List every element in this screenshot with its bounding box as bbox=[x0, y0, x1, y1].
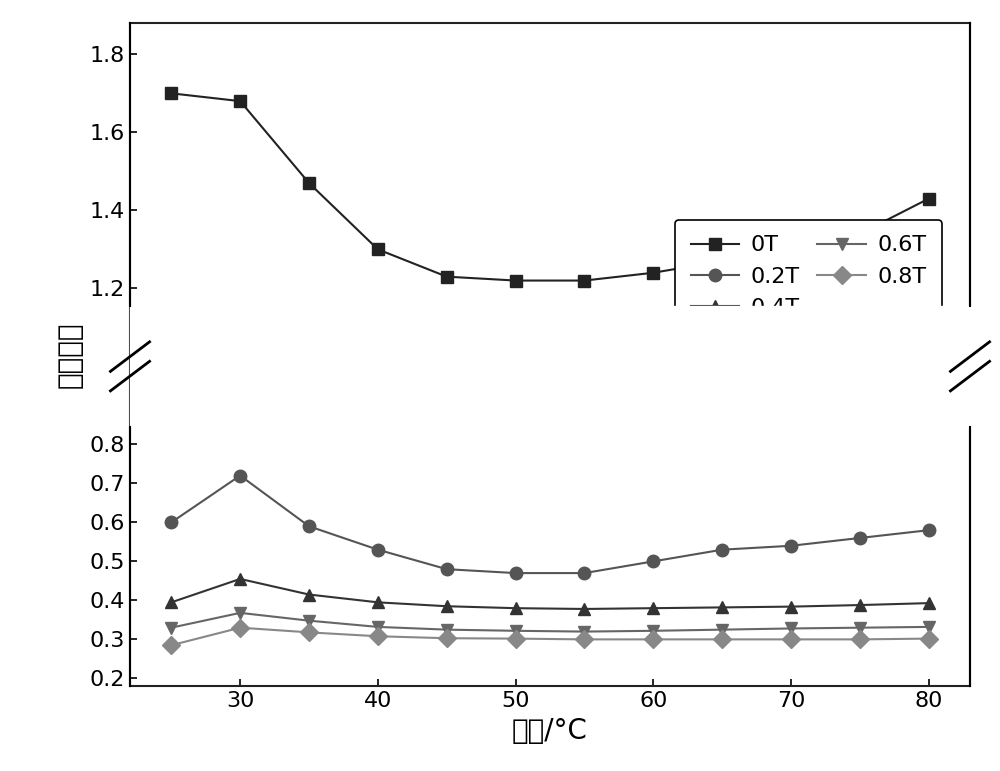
0.2T bbox=[372, 545, 384, 554]
0.2T bbox=[165, 518, 177, 527]
Line: 0.4T: 0.4T bbox=[165, 573, 935, 615]
Line: 0.2T: 0.2T bbox=[165, 470, 935, 579]
0.8T bbox=[165, 641, 177, 650]
0T bbox=[716, 257, 728, 266]
0.2T bbox=[510, 568, 522, 577]
0.4T bbox=[923, 598, 935, 608]
0.6T bbox=[578, 627, 590, 636]
0.8T bbox=[303, 628, 315, 637]
0.8T bbox=[372, 631, 384, 641]
0.4T bbox=[785, 602, 797, 611]
0T bbox=[165, 89, 177, 98]
0.8T bbox=[923, 634, 935, 643]
0T bbox=[578, 276, 590, 285]
0.8T bbox=[441, 634, 453, 643]
0.2T bbox=[578, 568, 590, 577]
0.6T bbox=[854, 623, 866, 632]
0.8T bbox=[647, 635, 659, 644]
0.8T bbox=[578, 635, 590, 644]
0.6T bbox=[303, 616, 315, 625]
0.4T bbox=[441, 601, 453, 611]
0.2T bbox=[923, 526, 935, 535]
0.4T bbox=[303, 590, 315, 599]
0.6T bbox=[165, 623, 177, 632]
0.6T bbox=[716, 625, 728, 635]
0.6T bbox=[510, 626, 522, 635]
0T bbox=[234, 96, 246, 106]
0.8T bbox=[510, 634, 522, 643]
0.4T bbox=[854, 601, 866, 610]
0.8T bbox=[785, 635, 797, 644]
0.4T bbox=[510, 604, 522, 613]
Bar bbox=[130, 306, 970, 427]
0T bbox=[372, 244, 384, 254]
Line: 0T: 0T bbox=[165, 87, 935, 287]
Legend: 0T, 0.2T, 0.4T, 0.6T, 0.8T: 0T, 0.2T, 0.4T, 0.6T, 0.8T bbox=[675, 220, 942, 333]
0.2T bbox=[647, 557, 659, 566]
Bar bbox=[970, 306, 972, 427]
0.4T bbox=[647, 604, 659, 613]
0.4T bbox=[372, 598, 384, 607]
0T bbox=[303, 178, 315, 187]
0.2T bbox=[441, 564, 453, 574]
0T bbox=[785, 244, 797, 254]
0T bbox=[647, 268, 659, 278]
0.2T bbox=[234, 471, 246, 480]
0.4T bbox=[716, 603, 728, 612]
0.6T bbox=[441, 625, 453, 635]
Y-axis label: 损耗因子: 损耗因子 bbox=[56, 322, 84, 388]
0.2T bbox=[716, 545, 728, 554]
0.8T bbox=[716, 635, 728, 644]
Line: 0.8T: 0.8T bbox=[165, 621, 935, 651]
0.6T bbox=[234, 608, 246, 618]
0.6T bbox=[647, 626, 659, 635]
0.4T bbox=[578, 604, 590, 614]
X-axis label: 温度/°C: 温度/°C bbox=[512, 716, 588, 745]
0T bbox=[510, 276, 522, 285]
0T bbox=[923, 194, 935, 204]
0.8T bbox=[234, 623, 246, 632]
0.8T bbox=[854, 635, 866, 644]
0.2T bbox=[785, 541, 797, 550]
0.2T bbox=[854, 534, 866, 543]
0.2T bbox=[303, 522, 315, 531]
0.6T bbox=[923, 622, 935, 631]
0.4T bbox=[234, 574, 246, 584]
Line: 0.6T: 0.6T bbox=[165, 607, 935, 638]
0.4T bbox=[165, 598, 177, 607]
0T bbox=[441, 272, 453, 281]
0T bbox=[854, 229, 866, 238]
0.6T bbox=[372, 622, 384, 631]
0.6T bbox=[785, 624, 797, 633]
